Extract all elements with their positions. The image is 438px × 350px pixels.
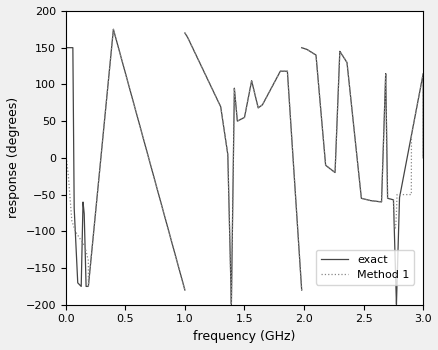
Method 1 <box>403 193 408 197</box>
Method 1 <box>63 156 68 160</box>
exact <box>260 102 265 106</box>
Method 1 <box>260 102 265 106</box>
X-axis label: frequency (GHz): frequency (GHz) <box>193 330 295 343</box>
exact <box>403 158 408 162</box>
Method 1 <box>335 80 340 85</box>
Y-axis label: response (degrees): response (degrees) <box>7 97 20 218</box>
Method 1 <box>226 203 231 207</box>
Method 1 <box>245 95 251 99</box>
exact <box>117 52 123 57</box>
exact <box>245 95 251 99</box>
Line: exact: exact <box>66 29 422 304</box>
Method 1 <box>420 156 425 160</box>
Legend: exact, Method 1: exact, Method 1 <box>315 250 413 285</box>
exact <box>335 80 340 85</box>
Method 1 <box>117 52 123 57</box>
Line: Method 1: Method 1 <box>66 29 422 304</box>
exact <box>420 156 425 160</box>
exact <box>226 203 231 207</box>
exact <box>63 46 68 50</box>
